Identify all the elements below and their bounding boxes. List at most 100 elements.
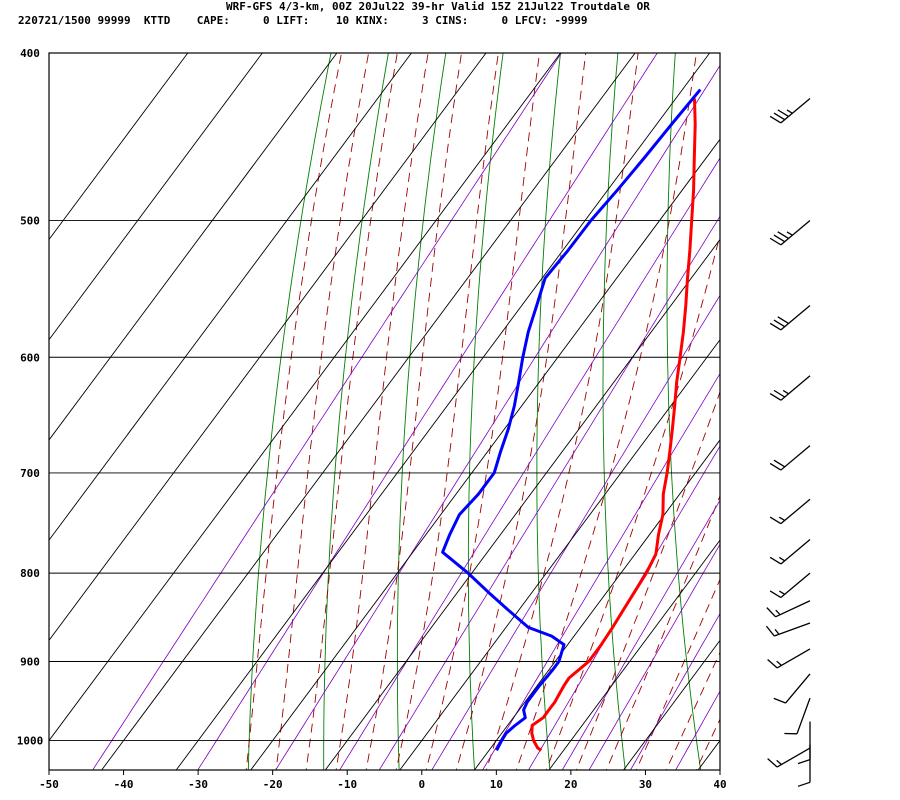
moist-adiabat-line	[455, 53, 587, 770]
wind-barb-feather	[767, 659, 778, 669]
wind-barb	[769, 219, 811, 246]
wind-barb-half-feather	[778, 516, 786, 522]
isotherm-line	[623, 640, 721, 771]
mixing-ratio-line	[339, 157, 720, 770]
mixing-ratio-line	[728, 34, 900, 770]
y-tick-label: 800	[20, 567, 40, 580]
wind-barb-feather	[765, 625, 775, 637]
wind-barb-feather	[769, 516, 782, 525]
wind-barb-feather	[766, 607, 777, 618]
moist-adiabat-line	[575, 390, 720, 770]
wind-barb-staff	[776, 648, 811, 669]
wind-barb	[769, 304, 811, 331]
wind-barb-staff	[780, 539, 811, 565]
x-tick-label: -50	[39, 778, 59, 791]
wind-barb	[773, 673, 811, 704]
isotherm-line	[48, 52, 561, 741]
wind-barb-feather	[777, 109, 789, 118]
dry-adiabat-line	[247, 53, 332, 770]
moist-adiabat-line	[485, 53, 639, 770]
dry-adiabat-line	[602, 53, 626, 770]
wind-barb	[769, 498, 811, 525]
plot-frame	[48, 52, 721, 771]
mixing-ratio-line	[197, 53, 658, 770]
moist-adiabat-line	[365, 53, 462, 770]
dry-adiabat-line	[536, 53, 561, 770]
wind-barb	[797, 744, 811, 787]
wind-barb	[767, 648, 811, 669]
dewpoint-profile-line	[441, 88, 702, 751]
wind-barb-staff	[780, 219, 811, 246]
x-axis-ticks: -50 -40 -30 -20 -10 0 10 20 30 40	[39, 770, 727, 791]
x-tick-label: -20	[263, 778, 283, 791]
x-tick-label: 40	[713, 778, 726, 791]
x-tick-label: 0	[418, 778, 425, 791]
wind-barb	[767, 747, 811, 768]
wind-barb	[769, 572, 811, 599]
wind-barb-feather	[773, 234, 786, 243]
mixing-ratio-line	[781, 34, 900, 770]
wind-barb-feather	[777, 316, 789, 325]
wind-barb-half-feather	[774, 628, 780, 635]
y-axis-ticks: 400 500 600 700 800 900 1000	[17, 47, 44, 748]
dry-adiabat-line	[789, 34, 851, 770]
x-tick-label: -30	[188, 778, 208, 791]
wind-barb-feather	[769, 393, 782, 401]
wind-barb-feather	[773, 697, 786, 704]
wind-barb	[769, 97, 811, 124]
dry-adiabat-line	[729, 34, 776, 770]
mixing-ratio-line	[630, 612, 720, 770]
background-lines	[92, 34, 900, 770]
wind-barb-feather	[773, 459, 786, 468]
wind-barb-staff	[780, 304, 811, 331]
wind-barbs	[765, 97, 811, 787]
mixing-ratio-line	[482, 372, 720, 770]
dry-adiabat-line	[323, 53, 389, 770]
y-tick-label: 1000	[17, 735, 44, 748]
wind-barb-feather	[797, 781, 811, 787]
y-tick-label: 600	[20, 351, 40, 364]
sounding-profiles	[441, 88, 702, 752]
wind-barb-feather	[769, 556, 782, 565]
x-tick-label: 20	[564, 778, 577, 791]
moist-adiabat-line	[665, 651, 720, 770]
wind-barb	[769, 445, 811, 471]
wind-barb-staff	[785, 673, 811, 704]
isotherm-line	[48, 52, 338, 441]
moist-adiabat-line	[425, 53, 540, 770]
dry-adiabat-line	[396, 53, 447, 770]
wind-barb-staff	[780, 375, 811, 401]
isotherm-line	[324, 239, 721, 771]
isotherm-line	[48, 52, 263, 341]
wind-barb-feather	[773, 112, 786, 121]
wind-barb-half-feather	[778, 590, 786, 595]
mixing-ratio-line	[92, 53, 562, 770]
wind-barb	[784, 697, 811, 735]
dry-adiabat-line	[847, 34, 900, 770]
isotherm-line	[474, 439, 721, 771]
dry-adiabat-line	[666, 53, 702, 770]
dry-adiabat-line	[467, 53, 504, 770]
y-tick-label: 700	[20, 467, 40, 480]
moist-adiabat-line	[605, 494, 720, 770]
chart-title: WRF-GFS 4/3-km, 00Z 20Jul22 39-hr Valid …	[226, 0, 650, 13]
wind-barb	[765, 622, 811, 637]
wind-barb-staff	[780, 498, 811, 525]
wind-barb-feather	[773, 389, 786, 398]
wind-barb-feather	[797, 758, 811, 765]
wind-barb-feather	[767, 758, 778, 768]
wind-barb-feather	[769, 115, 782, 124]
mixing-ratio-line	[561, 499, 720, 770]
x-tick-label: -10	[337, 778, 357, 791]
wind-barb-feather	[769, 590, 782, 599]
wind-barb-feather	[769, 237, 782, 246]
y-tick-label: 500	[20, 214, 40, 227]
isotherm-line	[175, 52, 711, 771]
wind-barb-feather	[769, 322, 782, 331]
isotherm-line	[48, 52, 412, 541]
wind-barb-staff	[776, 747, 811, 768]
moist-adiabat-line	[545, 232, 720, 770]
wind-barb	[769, 539, 811, 565]
wind-barb-staff	[774, 622, 811, 637]
